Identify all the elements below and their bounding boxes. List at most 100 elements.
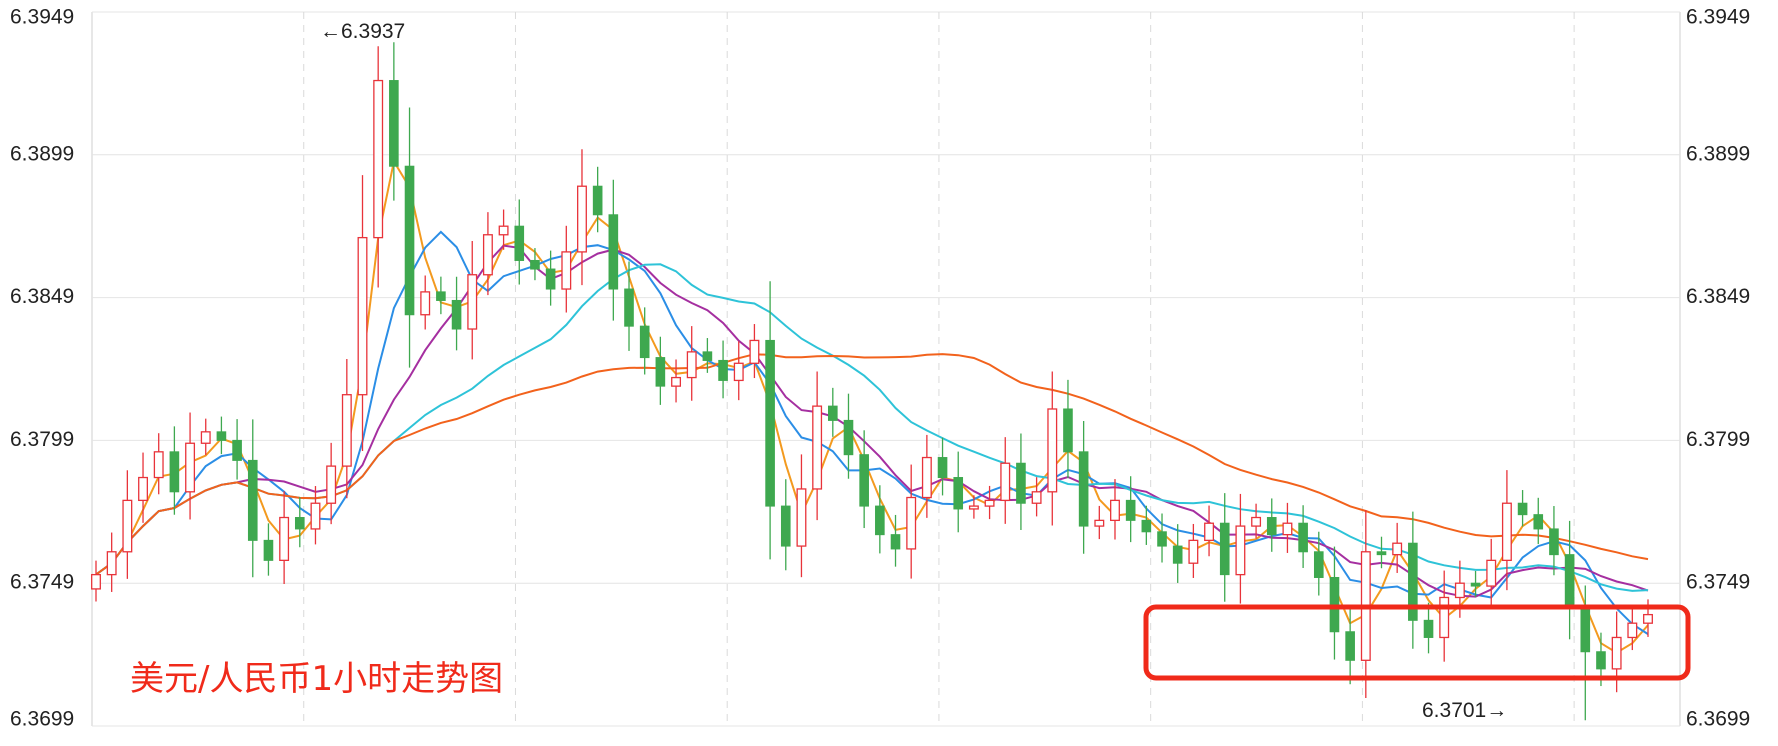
candle-body-up (341, 394, 352, 467)
candle-body-up (671, 376, 682, 387)
candle-body-up (185, 442, 196, 493)
candle-body-down (1078, 451, 1089, 527)
candle-body-down (702, 351, 713, 361)
candle-body-down (765, 339, 775, 507)
y-tick-label-left: 6.3799 (10, 428, 74, 451)
candle-body-up (1047, 408, 1058, 493)
low-annotation: 6.3701→ (1422, 699, 1507, 722)
candle-body-down (1016, 462, 1026, 504)
candle-body-down (1172, 545, 1183, 564)
candle-body-down (1533, 514, 1544, 530)
candle-body-up (984, 499, 995, 507)
candle-body-up (1251, 516, 1262, 527)
candle-body-down (1470, 582, 1481, 587)
candle-body-down (859, 454, 869, 507)
candle-body-down (843, 419, 854, 456)
candle-body-up (498, 225, 509, 236)
candle-body-up (1486, 559, 1497, 587)
candle-body-up (106, 551, 117, 576)
candle-body-up (310, 502, 321, 530)
candle-body-down (639, 325, 650, 359)
candle-body-up (1000, 462, 1011, 502)
y-tick-label-right: 6.3949 (1686, 6, 1750, 29)
candle-body-down (1549, 528, 1559, 556)
candle-body-down (937, 457, 948, 479)
candle-body-up (153, 451, 164, 479)
candle-body-down (514, 225, 525, 261)
candle-body-up (1439, 596, 1450, 639)
y-tick-label-left: 6.3749 (10, 571, 74, 594)
candle-body-up (1235, 525, 1246, 576)
y-tick-label-right: 6.3799 (1686, 428, 1750, 451)
ma-line-long-1 (95, 244, 1649, 598)
candle-body-up (921, 456, 932, 499)
candle-body-down (1580, 608, 1591, 653)
candle-body-up (796, 488, 807, 547)
candle-body-down (875, 505, 885, 536)
chart-title: 美元/人民币1小时走势图 (130, 659, 503, 699)
candle-body-up (1094, 519, 1105, 527)
candle-body-up (968, 505, 979, 510)
candle-body-down (451, 299, 462, 330)
candle-body-up (1031, 491, 1042, 504)
candle-body-down (545, 268, 556, 290)
candle-body-up (561, 251, 572, 290)
y-axis-right: 6.3949 6.3899 6.3849 6.3799 6.3749 6.3699 (1686, 6, 1750, 731)
candle-body-down (436, 291, 446, 301)
candle-body-up (1643, 613, 1653, 624)
candle-body-down (1596, 651, 1606, 670)
candle-body-down (1313, 551, 1324, 578)
ma-line-long-3 (95, 353, 1649, 576)
candle-body-down (169, 451, 180, 493)
candle-body-down (1063, 408, 1073, 453)
candle-body-up (200, 431, 211, 444)
candle-body-up (1110, 499, 1120, 522)
ma-line-short (95, 158, 1649, 654)
candle-body-up (482, 234, 493, 276)
candle-body-up (686, 351, 697, 379)
candle-body-up (1392, 542, 1403, 556)
candle-body-down (1266, 517, 1277, 536)
candle-body-up (1204, 522, 1215, 542)
candle-body-down (1423, 619, 1434, 638)
candle-body-down (780, 505, 791, 547)
candle-body-up (467, 274, 478, 330)
highlight-box (1143, 604, 1691, 681)
candle-body-up (91, 573, 101, 590)
y-tick-label-right: 6.3749 (1686, 571, 1750, 594)
high-annotation: ←6.3937 (320, 20, 405, 43)
candle-body-down (890, 534, 901, 550)
candle-body-up (1282, 522, 1293, 536)
candle-body-down (247, 459, 258, 541)
candle-body-down (1408, 542, 1418, 621)
candle-body-up (420, 291, 431, 316)
candle-body-down (1157, 531, 1167, 547)
candle-body-down (389, 80, 399, 167)
y-tick-label-left: 6.3849 (10, 285, 74, 308)
candle-body-up (138, 476, 148, 502)
candle-body-up (749, 339, 760, 364)
candle-body-down (263, 539, 274, 561)
moving-average-lines (95, 158, 1649, 654)
candle-body-down (1564, 554, 1575, 610)
candle-body-down (655, 357, 666, 387)
candle-body-up (906, 496, 917, 550)
candle-body-up (733, 362, 744, 382)
candle-body-down (294, 517, 305, 530)
candle-body-down (1298, 522, 1308, 553)
candle-body-up (1611, 636, 1622, 670)
candle-body-down (624, 288, 634, 327)
candle-body-down (592, 185, 603, 216)
candle-body-down (608, 214, 619, 290)
candle-body-up (1454, 582, 1465, 599)
candle-body-up (373, 79, 384, 239)
candle-body-down (530, 259, 540, 270)
y-tick-label-right: 6.3699 (1686, 708, 1750, 731)
candle-body-up (812, 405, 823, 490)
candle-body-down (1345, 631, 1355, 661)
candle-body-down (718, 359, 728, 381)
candle-body-down (1517, 502, 1528, 516)
y-tick-label-left: 6.3899 (10, 142, 74, 165)
candle-body-down (404, 165, 415, 316)
